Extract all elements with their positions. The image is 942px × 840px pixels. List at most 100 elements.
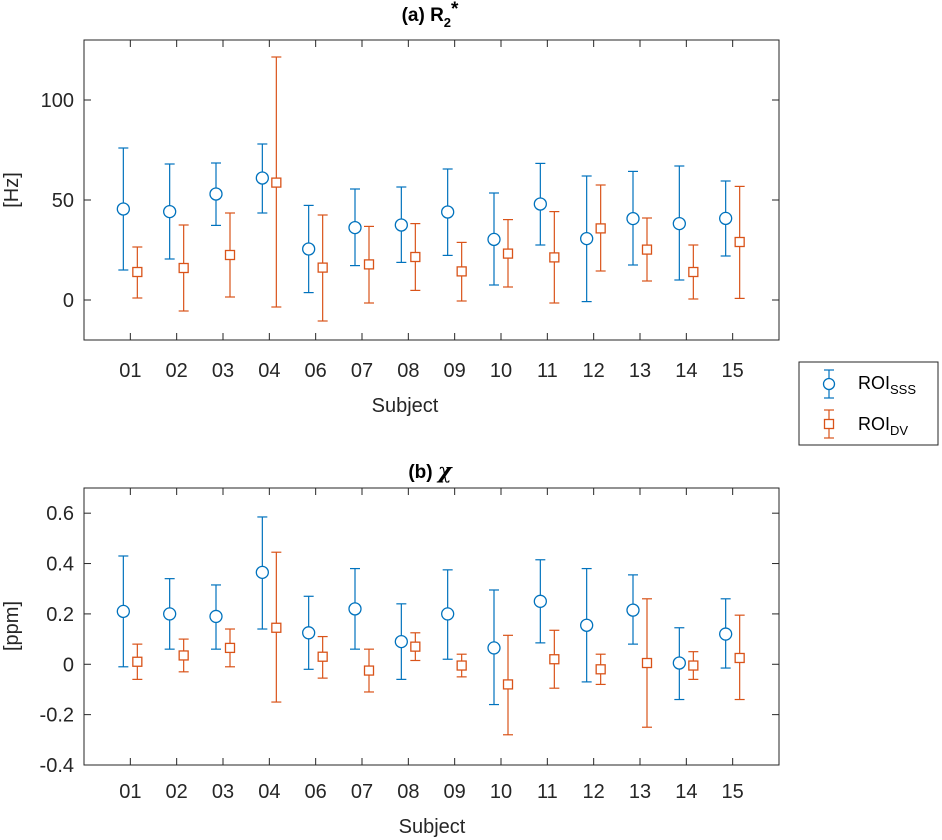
panel-b-title: (b) χ — [408, 458, 453, 483]
x-tick-label: 15 — [722, 781, 744, 803]
x-tick-label: 07 — [351, 360, 373, 382]
data-point-sss — [719, 211, 733, 226]
x-tick-label: 15 — [722, 360, 744, 382]
x-tick-label: 02 — [166, 360, 188, 382]
data-point-dv — [456, 660, 467, 671]
x-tick-label: 07 — [351, 781, 373, 803]
panel-a-y-axis-label: [Hz] — [1, 172, 23, 208]
x-tick-label: 04 — [258, 781, 280, 803]
data-point-sss — [209, 609, 223, 624]
data-point-sss — [580, 618, 594, 632]
data-point-dv — [641, 657, 653, 669]
panel-a-marks — [116, 56, 745, 322]
panel-b-title-symbol: χ — [436, 458, 453, 483]
data-point-sss — [116, 202, 130, 216]
panel-b-x-axis-label: Subject — [399, 816, 466, 838]
x-tick-label: 02 — [166, 781, 188, 803]
panel-b-x-ticks: 01 02 03 04 06 07 08 09 10 11 12 13 14 15 — [119, 488, 744, 803]
data-point-dv — [688, 660, 699, 671]
data-point-dv — [410, 641, 421, 652]
data-point-sss — [626, 211, 640, 226]
panel-a-r2star: (a) R2* 0 50 100 01 02 03 04 06 07 08 09 10 11 12 13 1… — [1, 0, 780, 417]
panel-a-axes-box — [83, 39, 780, 341]
data-point-dv — [734, 652, 745, 664]
data-point-dv — [178, 650, 189, 661]
data-point-dv — [178, 262, 189, 274]
data-point-sss — [487, 232, 501, 247]
legend-entry-roi-dv: ROIDV — [823, 409, 908, 439]
panel-a-title-sub: 2 — [444, 15, 451, 30]
x-tick-label: 11 — [537, 781, 558, 803]
data-point-sss — [626, 603, 640, 617]
data-point-sss — [672, 656, 686, 670]
data-point-dv — [410, 251, 421, 263]
y-tick-label: 50 — [52, 190, 74, 212]
data-point-sss — [255, 171, 269, 185]
panel-b-marks — [116, 516, 745, 736]
panel-b-y-ticks: -0.4 -0.2 0 0.2 0.4 0.6 — [40, 503, 779, 777]
data-point-dv — [734, 236, 745, 248]
data-point-dv — [224, 249, 236, 261]
data-point-dv — [271, 177, 282, 188]
panel-a-x-axis-label: Subject — [372, 395, 439, 417]
data-point-dv — [456, 266, 467, 277]
data-point-sss — [441, 607, 455, 621]
x-tick-label: 03 — [212, 781, 234, 803]
data-point-sss — [209, 187, 223, 201]
legend-sss-circle-marker — [822, 377, 836, 391]
data-point-dv — [549, 252, 560, 263]
panel-a-title-suffix: * — [451, 0, 459, 20]
x-tick-label: 14 — [675, 781, 697, 803]
data-point-dv — [132, 266, 143, 278]
data-point-dv — [549, 654, 560, 665]
panel-a-x-ticks: 01 02 03 04 06 07 08 09 10 11 12 13 14 15 — [119, 40, 744, 382]
legend-box — [798, 361, 939, 446]
data-point-sss — [394, 218, 408, 232]
y-tick-label: -0.2 — [40, 705, 74, 727]
data-point-sss — [302, 626, 316, 640]
y-tick-label: 100 — [41, 90, 74, 112]
x-tick-label: 12 — [583, 781, 605, 803]
data-point-dv — [317, 262, 328, 273]
x-tick-label: 10 — [490, 360, 512, 382]
x-tick-label: 06 — [305, 781, 327, 803]
legend-dv-label: ROIDV — [858, 414, 908, 438]
data-point-sss — [116, 604, 130, 619]
data-point-sss — [533, 594, 547, 608]
x-tick-label: 08 — [397, 360, 419, 382]
legend-dv-square-marker — [823, 418, 835, 430]
y-tick-label: 0.6 — [46, 503, 74, 525]
data-point-dv — [224, 642, 236, 654]
panel-b-title-prefix: (b) — [408, 462, 438, 483]
y-tick-label: 0.2 — [46, 604, 74, 626]
data-point-sss — [163, 204, 177, 219]
data-point-dv — [363, 259, 375, 270]
data-point-dv — [271, 622, 282, 633]
panel-a-title: (a) R2* — [402, 0, 459, 30]
data-point-sss — [348, 220, 362, 235]
x-tick-label: 10 — [490, 781, 512, 803]
legend: ROISSS ROIDV — [798, 361, 939, 446]
legend-sss-label: ROISSS — [858, 373, 916, 397]
x-tick-label: 11 — [537, 360, 558, 382]
x-tick-label: 01 — [119, 781, 141, 803]
data-point-dv — [317, 651, 328, 662]
y-tick-label: 0 — [63, 290, 74, 312]
data-point-dv — [502, 248, 514, 259]
data-point-sss — [255, 565, 269, 580]
data-point-sss — [487, 641, 501, 655]
data-point-sss — [302, 242, 316, 256]
x-tick-label: 01 — [119, 360, 141, 382]
data-point-sss — [394, 634, 408, 649]
x-tick-label: 03 — [212, 360, 234, 382]
x-tick-label: 13 — [629, 360, 651, 382]
panel-a-title-prefix: (a) R — [402, 5, 445, 26]
y-tick-label: 0.4 — [46, 554, 74, 576]
data-point-dv — [502, 679, 514, 690]
data-point-dv — [595, 664, 606, 675]
data-point-sss — [580, 231, 594, 246]
data-point-sss — [533, 197, 547, 211]
data-point-sss — [348, 602, 362, 616]
legend-dv-label-sub: DV — [890, 423, 908, 438]
